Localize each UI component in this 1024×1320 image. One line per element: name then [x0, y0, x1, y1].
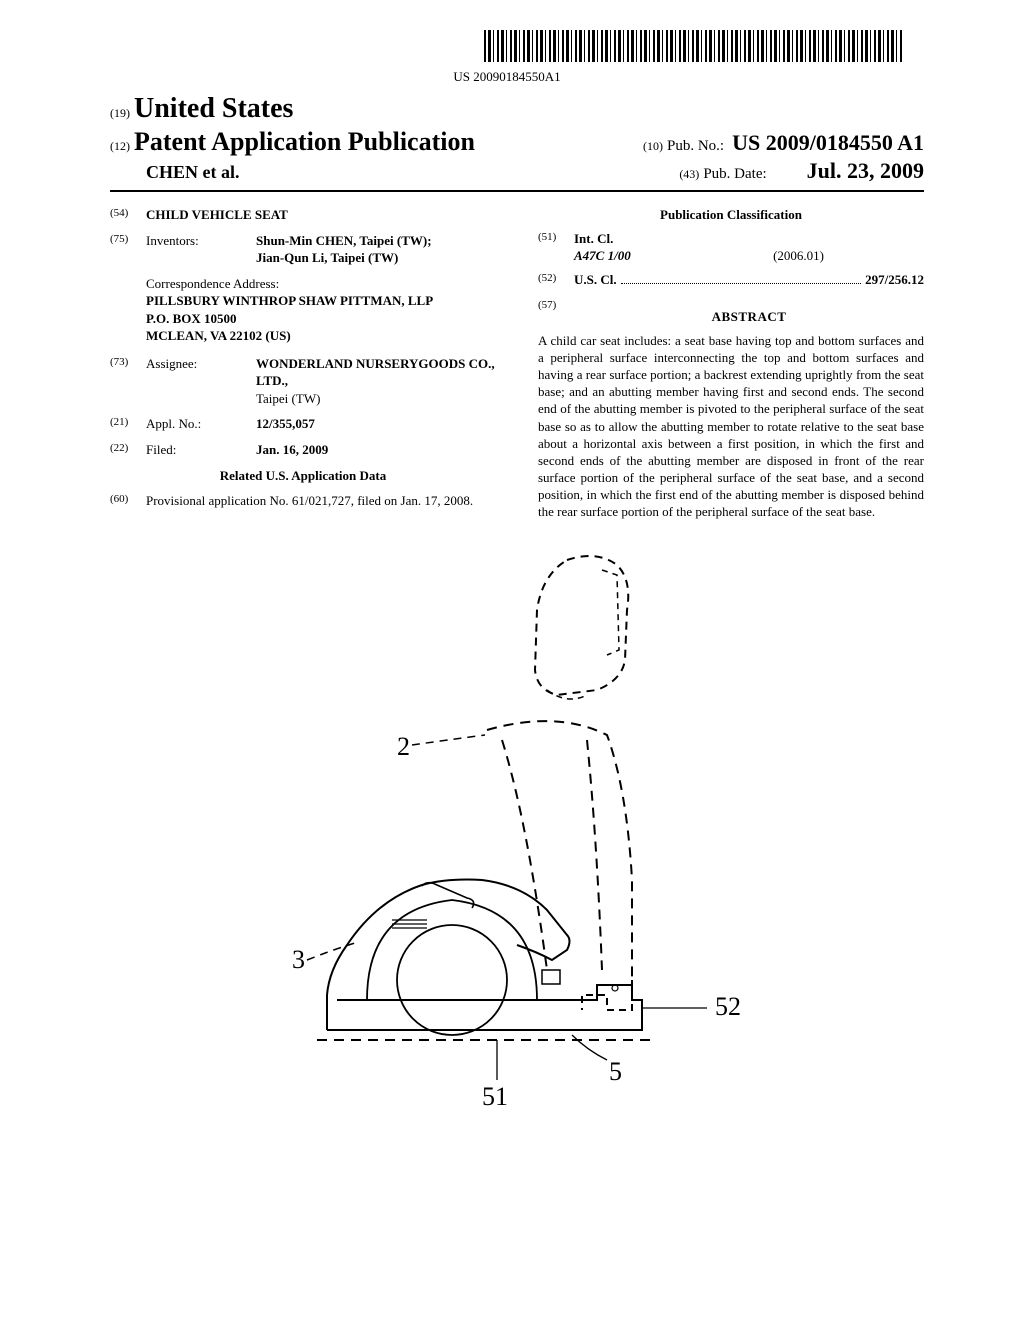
- f57-num: (57): [538, 298, 574, 332]
- left-column: (54) CHILD VEHICLE SEAT (75) Inventors: …: [110, 206, 496, 520]
- fig-label-3: 3: [292, 945, 305, 974]
- assignee-label: Assignee:: [146, 355, 256, 408]
- pubtype-field-num: (12): [110, 139, 130, 153]
- fig-label-52: 52: [715, 992, 741, 1021]
- barcode-text: US 20090184550A1: [110, 69, 904, 85]
- barcode-block: US 20090184550A1: [110, 30, 924, 85]
- applno-label: Appl. No.:: [146, 415, 256, 433]
- f75-num: (75): [110, 232, 146, 267]
- filed-value: Jan. 16, 2009: [256, 441, 496, 459]
- abstract-text: A child car seat includes: a seat base h…: [538, 332, 924, 521]
- figure-svg: 2 3 52 5 51: [237, 540, 797, 1120]
- correspondence-label: Correspondence Address:: [146, 275, 496, 293]
- publication-type: Patent Application Publication: [134, 127, 475, 156]
- uscl-label: U.S. Cl.: [574, 271, 617, 289]
- correspondence-line2: P.O. BOX 10500: [146, 310, 496, 328]
- classification-heading: Publication Classification: [538, 206, 924, 224]
- country-name: United States: [134, 93, 293, 124]
- inventor-2: Jian-Qun Li, Taipei (TW): [256, 250, 398, 265]
- intcl-code: A47C 1/00: [574, 247, 631, 265]
- patent-figure: 2 3 52 5 51: [110, 540, 924, 1125]
- pubno-value: US 2009/0184550 A1: [732, 130, 924, 155]
- country-field-num: (19): [110, 106, 130, 120]
- pubno-label: Pub. No.:: [667, 138, 724, 154]
- barcode-graphic: [484, 30, 904, 62]
- provisional-text: Provisional application No. 61/021,727, …: [146, 492, 496, 510]
- uscl-value: 297/256.12: [865, 271, 924, 289]
- correspondence-line3: MCLEAN, VA 22102 (US): [146, 327, 496, 345]
- pubdate-value: Jul. 23, 2009: [807, 158, 924, 183]
- right-column: Publication Classification (51) Int. Cl.…: [538, 206, 924, 520]
- intcl-date: (2006.01): [773, 247, 824, 265]
- f73-num: (73): [110, 355, 146, 408]
- pubdate-label: Pub. Date:: [703, 166, 766, 182]
- fig-label-2: 2: [397, 732, 410, 761]
- correspondence-line1: PILLSBURY WINTHROP SHAW PITTMAN, LLP: [146, 292, 496, 310]
- filed-label: Filed:: [146, 441, 256, 459]
- content-columns: (54) CHILD VEHICLE SEAT (75) Inventors: …: [110, 206, 924, 520]
- uscl-dots: [621, 283, 862, 284]
- inventors-label: Inventors:: [146, 232, 256, 267]
- f52-num: (52): [538, 271, 574, 289]
- pubdate-field-num: (43): [679, 167, 699, 181]
- inventor-1: Shun-Min CHEN, Taipei (TW);: [256, 233, 432, 248]
- assignee-line1: WONDERLAND NURSERYGOODS CO., LTD.,: [256, 356, 495, 389]
- f21-num: (21): [110, 415, 146, 433]
- related-data-heading: Related U.S. Application Data: [110, 467, 496, 485]
- abstract-heading: ABSTRACT: [574, 308, 924, 326]
- applno-value: 12/355,057: [256, 415, 496, 433]
- header-divider: [110, 190, 924, 192]
- assignee-line2: Taipei (TW): [256, 391, 320, 406]
- invention-title: CHILD VEHICLE SEAT: [146, 206, 288, 224]
- intcl-label: Int. Cl.: [574, 230, 924, 248]
- fig-label-51: 51: [482, 1082, 508, 1111]
- f22-num: (22): [110, 441, 146, 459]
- fig-label-5: 5: [609, 1057, 622, 1086]
- authors: CHEN et al.: [110, 162, 240, 183]
- pubno-field-num: (10): [643, 139, 663, 153]
- f54-num: (54): [110, 206, 146, 224]
- f51-num: (51): [538, 230, 574, 265]
- header: (19) United States (12) Patent Applicati…: [110, 93, 924, 184]
- f60-num: (60): [110, 492, 146, 510]
- patent-page: US 20090184550A1 (19) United States (12)…: [0, 0, 1024, 1155]
